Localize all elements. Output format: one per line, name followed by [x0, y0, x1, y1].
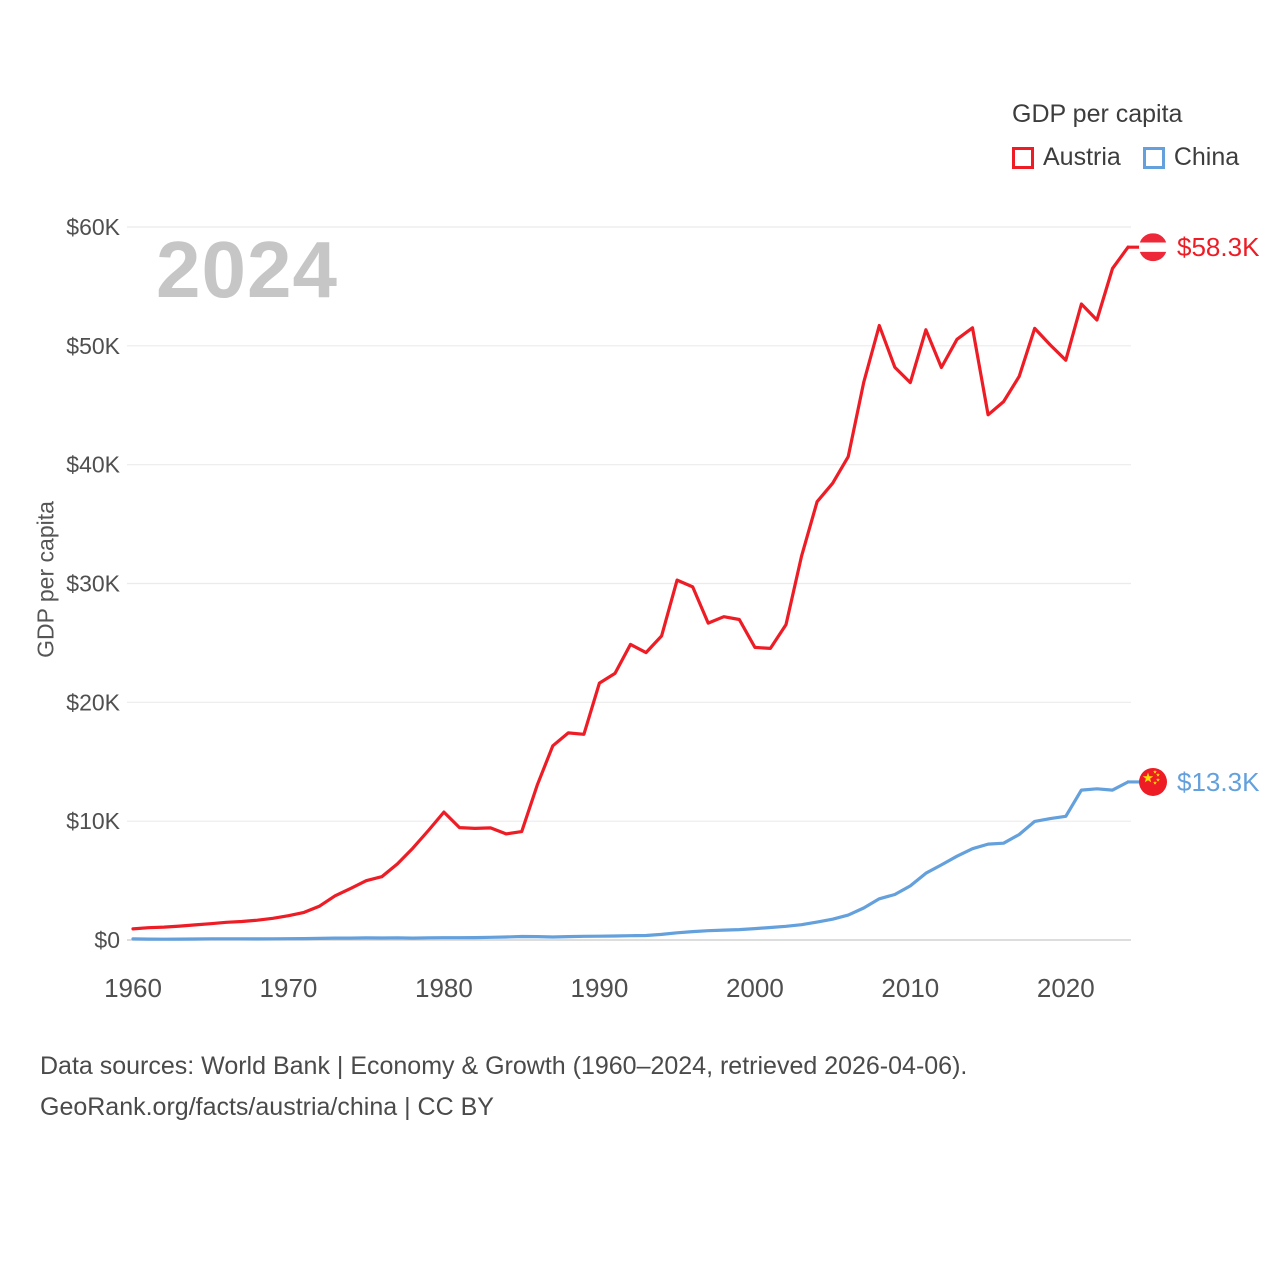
china-end-value-label: $13.3K	[1177, 767, 1260, 797]
austria-line	[131, 245, 1130, 931]
y-tick-label: $0	[94, 927, 120, 953]
legend-items: Austria China	[1012, 143, 1239, 172]
footer: Data sources: World Bank | Economy & Gro…	[40, 1046, 967, 1128]
china-flag-icon	[1139, 767, 1167, 796]
y-tick-label: $60K	[66, 214, 120, 240]
y-tick-label: $40K	[66, 452, 120, 478]
austria-swatch-icon	[1012, 146, 1034, 169]
legend-title: GDP per capita	[1012, 100, 1183, 128]
legend: GDP per capita Austria China	[1012, 100, 1239, 172]
legend-label-china: China	[1173, 143, 1240, 171]
x-tick-label: 1980	[415, 973, 473, 1003]
legend-item-austria[interactable]: Austria	[1012, 143, 1121, 172]
footer-data-sources: Data sources: World Bank | Economy & Gro…	[40, 1052, 968, 1080]
x-tick-label: 2020	[1037, 973, 1095, 1003]
legend-label-austria: Austria	[1043, 143, 1121, 171]
y-tick-label: $10K	[66, 808, 120, 834]
y-tick-label: $20K	[66, 689, 120, 715]
china-swatch-icon	[1142, 146, 1165, 169]
austria-end-value-label: $58.3K	[1177, 232, 1260, 262]
x-tick-label: 1970	[260, 973, 318, 1003]
footer-attribution: GeoRank.org/facts/austria/china | CC BY	[40, 1093, 494, 1121]
x-tick-label: 2010	[881, 973, 939, 1003]
year-watermark: 2024	[156, 225, 338, 314]
china-line	[131, 780, 1130, 941]
x-tick-label: 1990	[570, 973, 628, 1003]
y-tick-label: $50K	[66, 333, 120, 359]
x-tick-label: 2000	[726, 973, 784, 1003]
y-tick-label: $30K	[66, 571, 120, 597]
legend-item-china[interactable]: China	[1142, 143, 1240, 172]
austria-flag-icon	[1139, 233, 1167, 262]
x-tick-label: 1960	[104, 973, 162, 1003]
y-axis-title: GDP per capita	[32, 501, 59, 658]
